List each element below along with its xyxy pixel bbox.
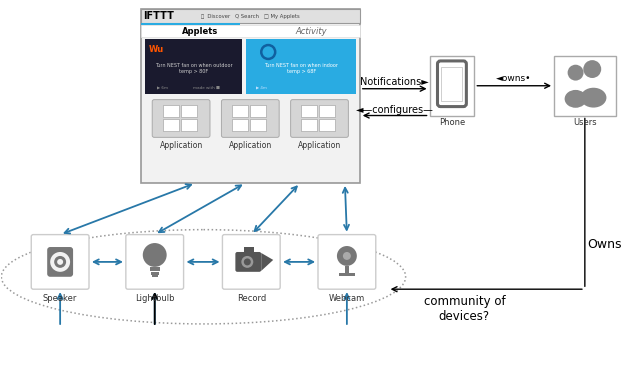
Text: Notifications►: Notifications► <box>360 77 429 87</box>
Text: Lightbulb: Lightbulb <box>135 294 175 303</box>
Text: IFTTT: IFTTT <box>143 11 174 21</box>
Bar <box>141 25 360 37</box>
FancyBboxPatch shape <box>291 99 348 137</box>
Bar <box>141 9 360 23</box>
FancyBboxPatch shape <box>31 235 89 289</box>
Text: Record: Record <box>237 294 266 303</box>
Text: Turn NEST fan on when indoor
temp > 68F: Turn NEST fan on when indoor temp > 68F <box>264 63 338 74</box>
Text: ◄—configures—: ◄—configures— <box>356 105 434 115</box>
FancyBboxPatch shape <box>126 235 184 289</box>
Polygon shape <box>261 253 273 271</box>
Circle shape <box>143 243 166 267</box>
Bar <box>180 105 197 117</box>
Bar <box>145 39 243 94</box>
Bar <box>301 119 317 131</box>
Text: Speaker: Speaker <box>43 294 77 303</box>
Bar <box>163 105 179 117</box>
Bar <box>442 67 462 101</box>
Bar <box>246 39 356 94</box>
Circle shape <box>244 258 251 265</box>
Bar <box>250 105 266 117</box>
FancyBboxPatch shape <box>47 247 73 277</box>
Text: Application: Application <box>228 141 272 150</box>
Text: Application: Application <box>159 141 203 150</box>
Text: ◄owns•: ◄owns• <box>497 74 532 83</box>
Circle shape <box>568 65 584 81</box>
Circle shape <box>583 60 601 78</box>
Text: ▶ 4m: ▶ 4m <box>256 86 268 90</box>
Text: Turn NEST fan on when outdoor
temp > 80F: Turn NEST fan on when outdoor temp > 80F <box>155 63 232 74</box>
Bar <box>232 105 248 117</box>
Text: ▶ 6m: ▶ 6m <box>157 86 168 90</box>
Bar <box>429 56 474 116</box>
Text: Application: Application <box>298 141 341 150</box>
Circle shape <box>54 256 66 268</box>
FancyBboxPatch shape <box>152 99 210 137</box>
Text: Activity: Activity <box>296 27 328 36</box>
Circle shape <box>343 252 351 260</box>
Circle shape <box>57 259 63 265</box>
FancyBboxPatch shape <box>223 235 280 289</box>
Bar <box>250 119 266 131</box>
FancyBboxPatch shape <box>236 252 261 272</box>
Text: made with ■: made with ■ <box>193 86 220 90</box>
Bar <box>152 275 157 277</box>
Text: Phone: Phone <box>439 118 465 127</box>
Ellipse shape <box>564 90 586 108</box>
Bar <box>319 105 335 117</box>
Bar <box>163 119 179 131</box>
Text: Owns: Owns <box>588 238 622 251</box>
Bar <box>339 273 355 276</box>
FancyBboxPatch shape <box>221 99 279 137</box>
Text: ⓘ  Discover   Q Search   □ My Applets: ⓘ Discover Q Search □ My Applets <box>201 14 300 19</box>
FancyBboxPatch shape <box>318 235 376 289</box>
Text: Webcam: Webcam <box>329 294 365 303</box>
Bar <box>244 247 254 253</box>
Bar <box>554 56 616 116</box>
Text: community of
devices?: community of devices? <box>424 295 505 323</box>
Circle shape <box>337 246 357 266</box>
Bar <box>180 119 197 131</box>
Bar <box>151 272 159 275</box>
Text: Users: Users <box>573 118 596 127</box>
Circle shape <box>50 252 70 272</box>
Circle shape <box>241 256 253 268</box>
Bar <box>232 119 248 131</box>
Bar <box>345 266 349 274</box>
Ellipse shape <box>580 88 607 108</box>
Text: Applets: Applets <box>182 27 218 36</box>
Bar <box>150 267 160 271</box>
Bar <box>141 9 360 183</box>
Bar <box>319 119 335 131</box>
Text: Wu: Wu <box>149 44 164 54</box>
Bar <box>141 23 241 25</box>
Bar <box>301 105 317 117</box>
